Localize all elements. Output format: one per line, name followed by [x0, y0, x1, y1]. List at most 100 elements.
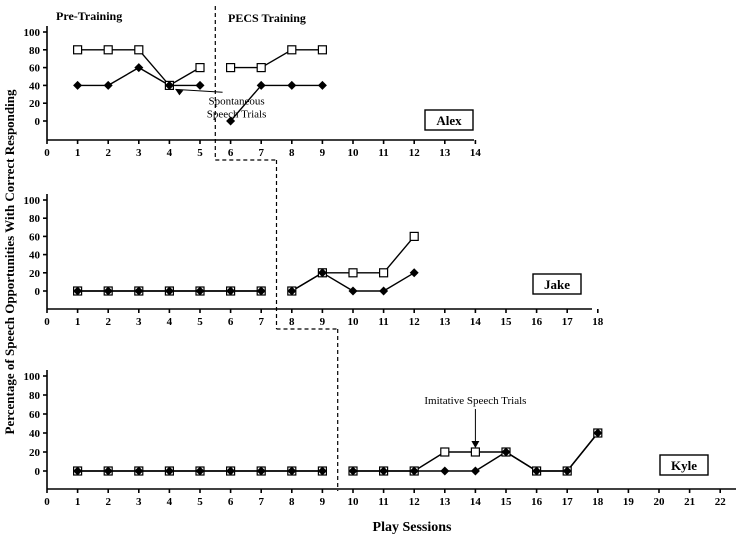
annotation-text: Spontaneous: [208, 95, 264, 107]
x-tick-label: 10: [348, 316, 360, 328]
annotation-arrowhead: [471, 441, 480, 448]
y-tick-label: 60: [29, 231, 41, 243]
spontaneous-point: [256, 286, 266, 296]
y-tick-label: 60: [29, 409, 41, 421]
subject-name-box: [532, 273, 582, 295]
x-tick-label: 2: [105, 496, 111, 508]
x-tick-label: 15: [501, 496, 513, 508]
spontaneous-point: [287, 286, 297, 296]
x-tick-label: 8: [289, 147, 295, 159]
spontaneous-point: [134, 466, 144, 476]
spontaneous-point: [593, 428, 603, 438]
y-tick-label: 100: [24, 27, 41, 39]
x-tick-label: 7: [258, 496, 264, 508]
y-tick-label: 0: [35, 116, 41, 128]
x-tick-label: 6: [228, 147, 234, 159]
x-tick-label: 4: [167, 496, 173, 508]
spontaneous-line: [230, 84, 323, 122]
y-tick-label: 100: [24, 195, 41, 207]
spontaneous-point: [256, 466, 266, 476]
imitative-point: [317, 45, 327, 55]
phase-label-pecs-training: PECS Training: [228, 11, 306, 25]
spontaneous-point: [226, 466, 236, 476]
subject-name: Jake: [544, 277, 570, 292]
x-tick-label: 9: [320, 147, 326, 159]
spontaneous-point: [195, 466, 205, 476]
imitative-point: [287, 45, 297, 55]
x-tick-label: 16: [531, 316, 543, 328]
subject-name: Kyle: [671, 458, 697, 473]
x-tick-label: 0: [44, 147, 50, 159]
x-tick-label: 2: [105, 147, 111, 159]
y-tick-label: 100: [24, 371, 41, 383]
spontaneous-point: [470, 466, 480, 476]
x-tick-label: 6: [228, 316, 234, 328]
x-tick-label: 8: [289, 496, 295, 508]
spontaneous-point: [348, 286, 358, 296]
y-tick-label: 20: [29, 98, 41, 110]
imitative-point: [72, 45, 83, 55]
spontaneous-point: [256, 80, 266, 90]
spontaneous-point: [134, 286, 144, 296]
x-tick-label: 0: [44, 496, 50, 508]
x-tick-label: 13: [439, 147, 451, 159]
y-tick-label: 40: [29, 250, 41, 262]
spontaneous-point: [409, 466, 419, 476]
x-tick-label: 12: [409, 316, 421, 328]
spontaneous-point: [317, 80, 327, 90]
spontaneous-point: [348, 466, 358, 476]
y-tick-label: 0: [35, 466, 41, 478]
imitative-point: [134, 45, 144, 55]
x-tick-label: 14: [470, 316, 482, 328]
spontaneous-point: [532, 466, 542, 476]
x-tick-label: 10: [348, 496, 360, 508]
imitative-line: [230, 49, 323, 69]
x-tick-label: 14: [470, 496, 482, 508]
subject-name: Alex: [436, 113, 462, 128]
x-tick-label: 7: [258, 147, 264, 159]
x-tick-label: 22: [715, 496, 727, 508]
spontaneous-point: [73, 286, 83, 296]
x-tick-label: 4: [167, 147, 173, 159]
spontaneous-point: [134, 63, 144, 73]
x-tick-label: 1: [75, 316, 81, 328]
x-tick-label: 12: [409, 496, 421, 508]
spontaneous-point: [409, 268, 419, 278]
imitative-line: [291, 235, 415, 292]
y-tick-label: 20: [29, 447, 41, 459]
x-tick-label: 17: [562, 496, 574, 508]
x-axis-label: Play Sessions: [373, 520, 453, 535]
spontaneous-point: [226, 116, 236, 126]
y-tick-label: 20: [29, 268, 41, 280]
x-tick-label: 5: [197, 496, 203, 508]
x-tick-label: 17: [562, 316, 574, 328]
x-tick-label: 3: [136, 496, 142, 508]
spontaneous-point: [317, 268, 327, 278]
spontaneous-point: [164, 466, 174, 476]
spontaneous-point: [195, 286, 205, 296]
spontaneous-point: [164, 286, 174, 296]
x-tick-label: 3: [136, 147, 142, 159]
x-tick-label: 14: [470, 147, 482, 159]
y-axis-label: Percentage of Speech Opportunities With …: [2, 89, 17, 434]
x-tick-label: 9: [320, 496, 326, 508]
spontaneous-point: [103, 286, 113, 296]
x-tick-label: 1: [75, 496, 81, 508]
x-tick-label: 1: [75, 147, 81, 159]
x-tick-label: 5: [197, 147, 203, 159]
imitative-point: [440, 447, 450, 457]
imitative-point: [226, 62, 236, 73]
x-tick-label: 11: [378, 496, 388, 508]
x-tick-label: 21: [684, 496, 695, 508]
imitative-point: [348, 268, 358, 278]
annotation-arrowhead: [175, 89, 184, 96]
x-tick-label: 19: [623, 496, 635, 508]
spontaneous-point: [287, 80, 297, 90]
x-tick-label: 11: [378, 147, 388, 159]
x-tick-label: 2: [105, 316, 111, 328]
imitative-point: [470, 447, 480, 457]
